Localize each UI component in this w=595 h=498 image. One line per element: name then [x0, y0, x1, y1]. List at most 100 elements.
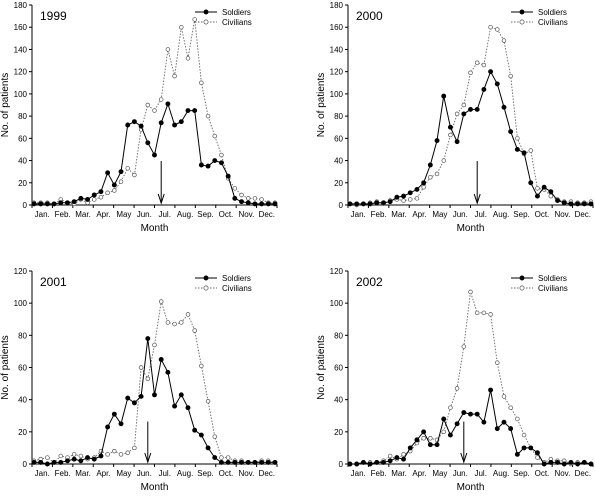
- x-tick-label: Apr.: [412, 210, 426, 219]
- panel-2001: 0 20 40 60 80 100 120 Jan. Feb. Mar. Apr. May Jun. Ju…: [0, 267, 278, 493]
- data-point-soldiers: [528, 445, 534, 451]
- data-point-civilians: [252, 196, 258, 201]
- x-tick-label: Sep.: [197, 210, 213, 219]
- data-point-civilians: [521, 432, 527, 438]
- x-tick-label: May: [432, 469, 447, 478]
- data-point-soldiers: [568, 459, 574, 465]
- data-point-civilians: [495, 360, 500, 365]
- data-point-civilians: [152, 108, 157, 113]
- data-point-civilians: [145, 376, 151, 382]
- data-point-civilians: [508, 405, 513, 410]
- data-point-soldiers: [575, 201, 581, 207]
- data-point-soldiers: [387, 458, 393, 464]
- x-tick-label: Jul.: [158, 210, 170, 219]
- data-point-civilians: [179, 24, 184, 30]
- data-point-civilians: [441, 429, 446, 435]
- data-point-soldiers: [71, 199, 77, 205]
- x-tick-label: Oct.: [535, 210, 550, 219]
- data-point-soldiers: [441, 93, 447, 99]
- data-point-soldiers: [192, 108, 198, 114]
- x-tick-label: Feb.: [55, 210, 71, 219]
- data-point-civilians: [118, 179, 124, 184]
- data-point-soldiers: [561, 200, 567, 206]
- y-tick-label: 180: [14, 1, 28, 10]
- data-point-civilians: [501, 38, 507, 43]
- data-point-soldiers: [259, 201, 265, 207]
- data-point-soldiers: [548, 459, 554, 465]
- legend-label: Civilians: [538, 284, 568, 293]
- panel-title: 2000: [356, 9, 383, 23]
- data-point-soldiers: [192, 427, 198, 433]
- data-point-soldiers: [51, 459, 57, 465]
- data-point-civilians: [165, 47, 171, 52]
- y-tick-label: 80: [334, 112, 343, 121]
- data-point-soldiers: [165, 101, 171, 107]
- y-tick-label: 40: [18, 396, 27, 405]
- data-point-soldiers: [239, 459, 244, 465]
- data-point-soldiers: [481, 419, 487, 425]
- y-tick-label: 120: [330, 68, 344, 77]
- data-point-soldiers: [427, 162, 433, 168]
- data-point-soldiers: [245, 200, 251, 206]
- x-tick-label: Oct.: [219, 210, 234, 219]
- data-point-soldiers: [575, 461, 581, 467]
- data-point-soldiers: [78, 458, 84, 464]
- legend-label: Civilians: [222, 18, 252, 27]
- data-point-civilians: [481, 310, 487, 316]
- data-point-soldiers: [259, 459, 265, 465]
- data-point-civilians: [408, 197, 413, 202]
- data-point-civilians: [199, 363, 204, 369]
- data-point-soldiers: [555, 198, 560, 204]
- data-point-soldiers: [381, 200, 386, 206]
- legend-marker: [203, 9, 209, 15]
- x-tick-label: Nov.: [554, 210, 570, 219]
- x-tick-label: Dec.: [259, 210, 275, 219]
- data-point-soldiers: [232, 195, 238, 201]
- legend-label: Civilians: [538, 18, 568, 27]
- x-axis-label: Month: [457, 482, 485, 493]
- y-tick-label: 100: [330, 90, 344, 99]
- data-point-soldiers: [508, 426, 514, 432]
- data-point-civilians: [118, 452, 124, 457]
- x-tick-label: Mar.: [75, 469, 91, 478]
- data-point-civilians: [441, 158, 446, 163]
- y-tick-label: 160: [14, 23, 28, 32]
- data-point-civilians: [112, 448, 117, 454]
- data-point-soldiers: [65, 200, 70, 206]
- data-point-soldiers: [44, 461, 50, 467]
- x-tick-label: Jan.: [35, 469, 50, 478]
- y-tick-label: 60: [334, 364, 343, 373]
- x-tick-label: Jul.: [158, 469, 170, 478]
- x-tick-label: Apr.: [96, 469, 110, 478]
- legend-label: Soldiers: [222, 274, 251, 283]
- x-tick-label: Aug.: [177, 210, 193, 219]
- data-point-civilians: [515, 416, 520, 422]
- data-point-soldiers: [105, 170, 111, 176]
- data-point-soldiers: [105, 424, 111, 430]
- data-point-civilians: [548, 193, 554, 199]
- data-point-soldiers: [561, 461, 567, 467]
- y-tick-label: 60: [334, 134, 343, 143]
- x-tick-label: Oct.: [219, 469, 234, 478]
- y-axis-label: No. of patients: [316, 335, 327, 399]
- data-point-soldiers: [138, 394, 144, 399]
- legend-marker: [519, 19, 525, 25]
- data-point-soldiers: [381, 459, 386, 465]
- arrow-head: [157, 193, 165, 205]
- y-tick-label: 120: [14, 267, 28, 276]
- data-point-soldiers: [38, 459, 44, 465]
- x-tick-label: Apr.: [96, 210, 110, 219]
- data-point-soldiers: [414, 186, 420, 192]
- data-point-civilians: [158, 299, 164, 304]
- data-point-soldiers: [198, 432, 204, 438]
- data-point-soldiers: [152, 392, 157, 398]
- data-point-soldiers: [98, 453, 104, 459]
- data-point-soldiers: [541, 461, 547, 467]
- data-point-soldiers: [588, 201, 594, 207]
- data-point-soldiers: [205, 445, 211, 451]
- data-point-soldiers: [427, 442, 433, 448]
- legend-marker: [203, 285, 209, 291]
- data-point-soldiers: [401, 193, 407, 199]
- data-point-soldiers: [387, 199, 393, 205]
- data-point-soldiers: [374, 459, 380, 465]
